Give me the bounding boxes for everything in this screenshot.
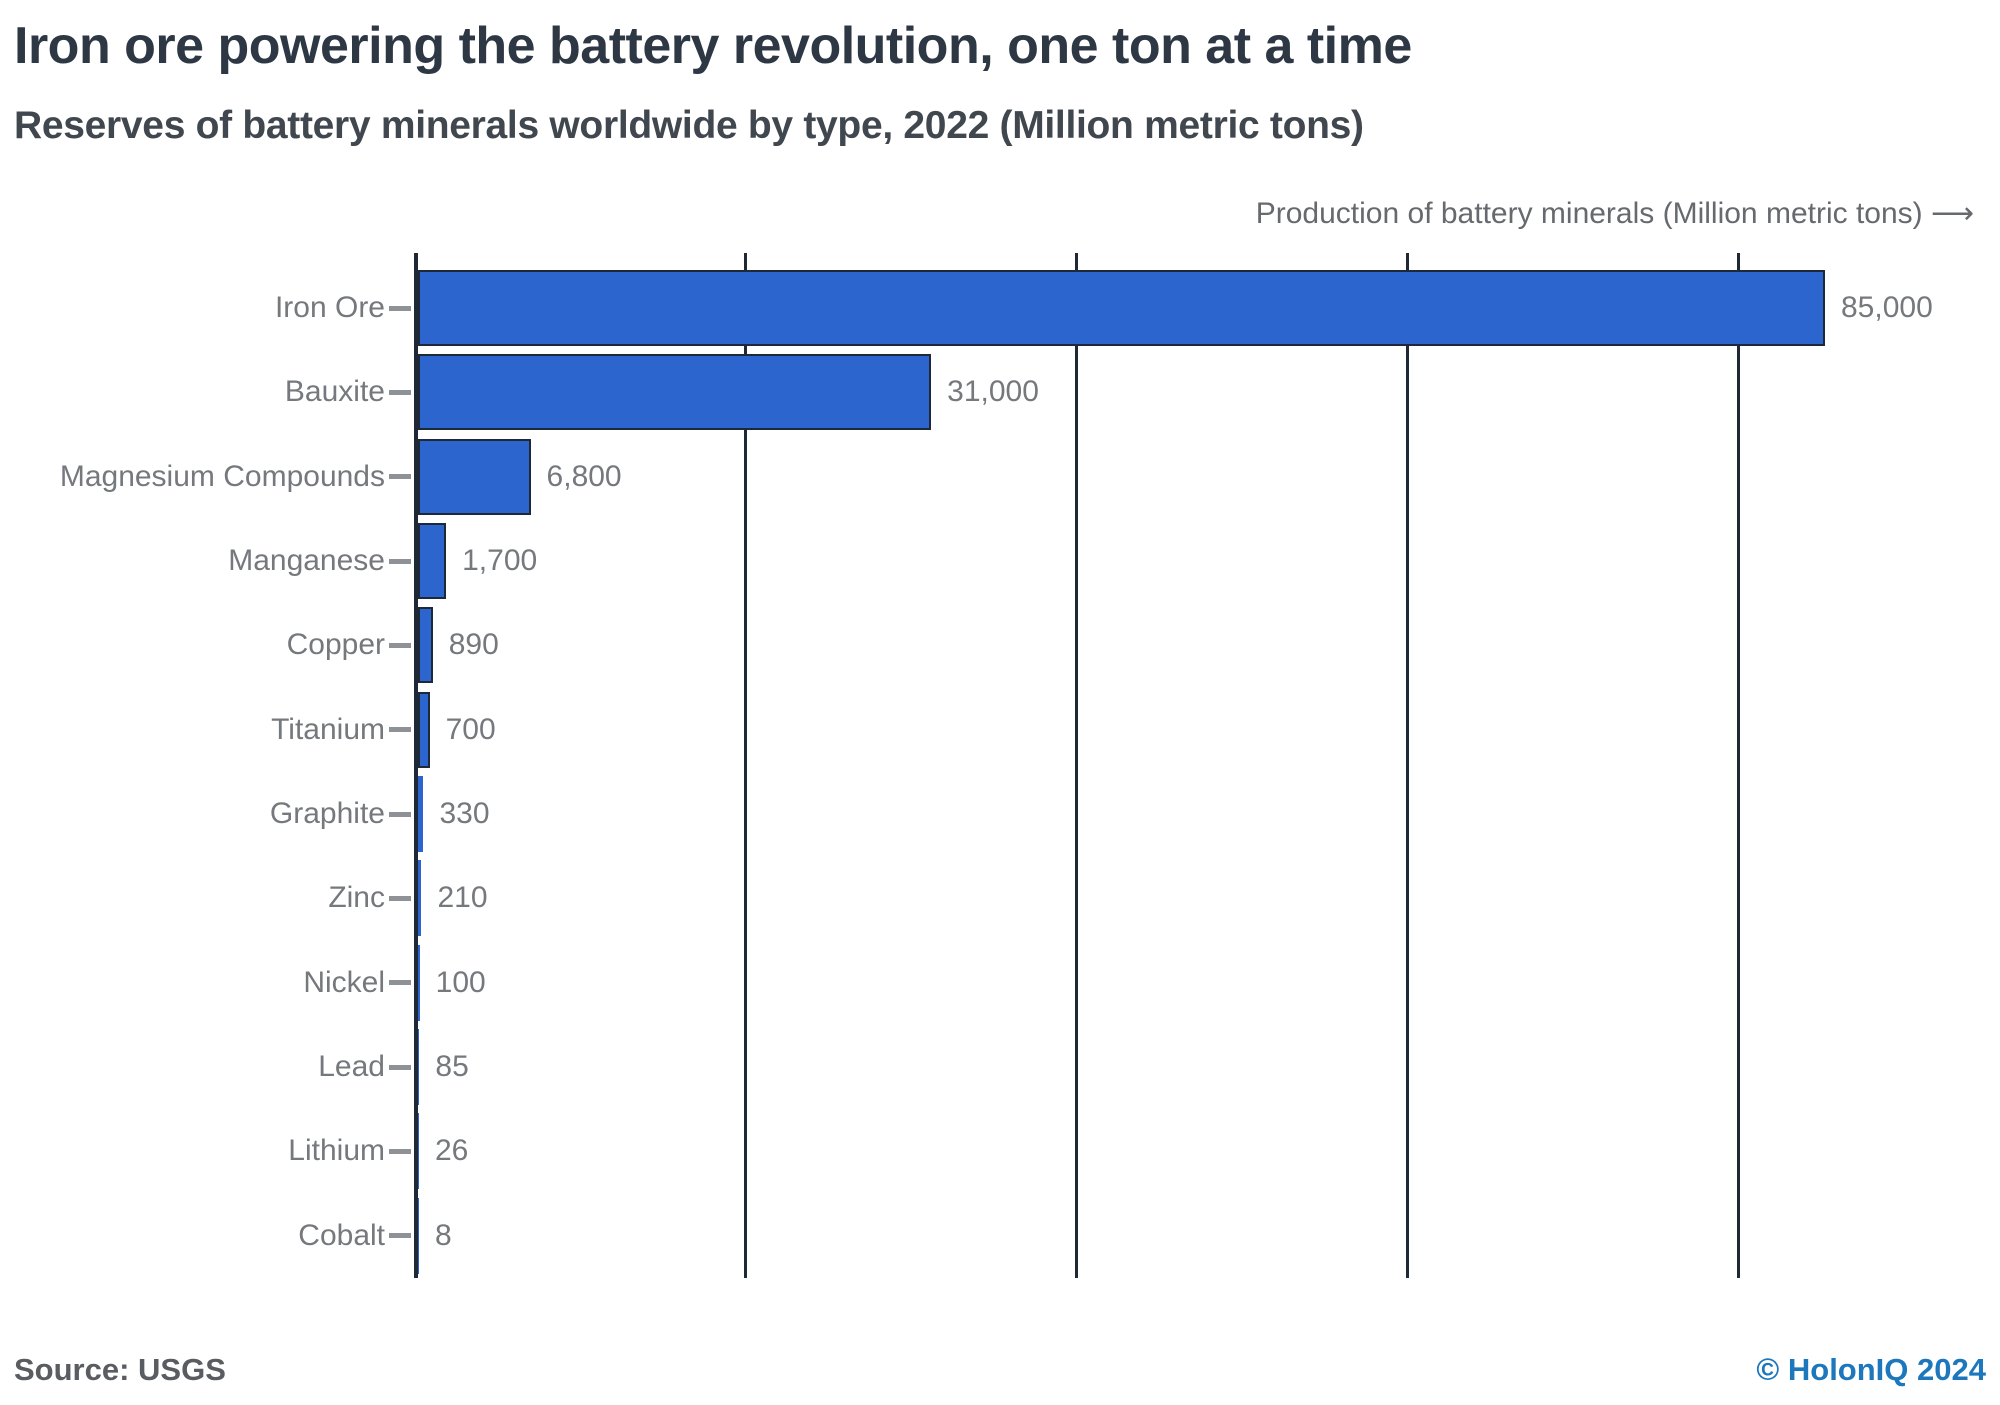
category-tick-mark xyxy=(389,1233,411,1239)
x-axis-title: Production of battery minerals (Million … xyxy=(1255,197,1974,230)
category-label: Titanium xyxy=(271,712,385,746)
category-tick-mark xyxy=(389,895,411,901)
category-label: Nickel xyxy=(303,965,385,999)
category-tick-mark xyxy=(389,305,411,311)
value-label: 85 xyxy=(435,1050,469,1084)
category-label: Iron Ore xyxy=(274,291,385,325)
category-tick-mark xyxy=(389,1064,411,1070)
category-tick-mark xyxy=(389,389,411,395)
bar xyxy=(418,1113,419,1190)
bar xyxy=(418,776,424,853)
value-label: 85,000 xyxy=(1841,291,1933,325)
category-label: Lead xyxy=(318,1050,385,1084)
bar xyxy=(418,438,531,515)
category-label: Zinc xyxy=(328,881,385,915)
copyright-note: © HolonIQ 2024 xyxy=(1756,1352,1986,1387)
value-label: 6,800 xyxy=(546,459,622,493)
gridline xyxy=(1406,253,1410,1278)
value-label: 8 xyxy=(435,1218,452,1252)
category-label: Magnesium Compounds xyxy=(59,459,385,493)
bar xyxy=(418,523,447,600)
category-label: Cobalt xyxy=(298,1218,385,1252)
value-label: 31,000 xyxy=(947,375,1039,409)
chart-subtitle: Reserves of battery minerals worldwide b… xyxy=(14,104,1364,147)
bar xyxy=(418,270,1825,347)
category-tick-mark xyxy=(389,1148,411,1154)
source-note: Source: USGS xyxy=(14,1352,226,1387)
bar xyxy=(418,860,422,937)
gridline xyxy=(1075,253,1079,1278)
category-label: Bauxite xyxy=(284,375,385,409)
value-label: 210 xyxy=(437,881,488,915)
value-label: 700 xyxy=(445,712,496,746)
value-label: 1,700 xyxy=(462,544,538,578)
bar xyxy=(418,1197,419,1274)
bar xyxy=(418,1029,420,1106)
value-label: 330 xyxy=(439,797,490,831)
value-label: 890 xyxy=(448,628,499,662)
category-tick-mark xyxy=(389,642,411,648)
bar xyxy=(418,691,430,768)
category-label: Manganese xyxy=(228,544,385,578)
gridline xyxy=(744,253,748,1278)
category-label: Lithium xyxy=(288,1134,385,1168)
category-tick-mark xyxy=(389,474,411,480)
bar xyxy=(418,944,420,1021)
category-label: Graphite xyxy=(269,797,385,831)
category-label: Copper xyxy=(286,628,385,662)
gridline xyxy=(1737,253,1741,1278)
chart-title: Iron ore powering the battery revolution… xyxy=(14,17,1412,75)
y-axis-line xyxy=(414,253,418,1278)
category-tick-mark xyxy=(389,727,411,733)
bar xyxy=(418,607,433,684)
value-label: 100 xyxy=(435,965,486,999)
category-tick-mark xyxy=(389,980,411,986)
value-label: 26 xyxy=(435,1134,469,1168)
category-tick-mark xyxy=(389,811,411,817)
bar xyxy=(418,354,932,431)
category-tick-mark xyxy=(389,558,411,564)
